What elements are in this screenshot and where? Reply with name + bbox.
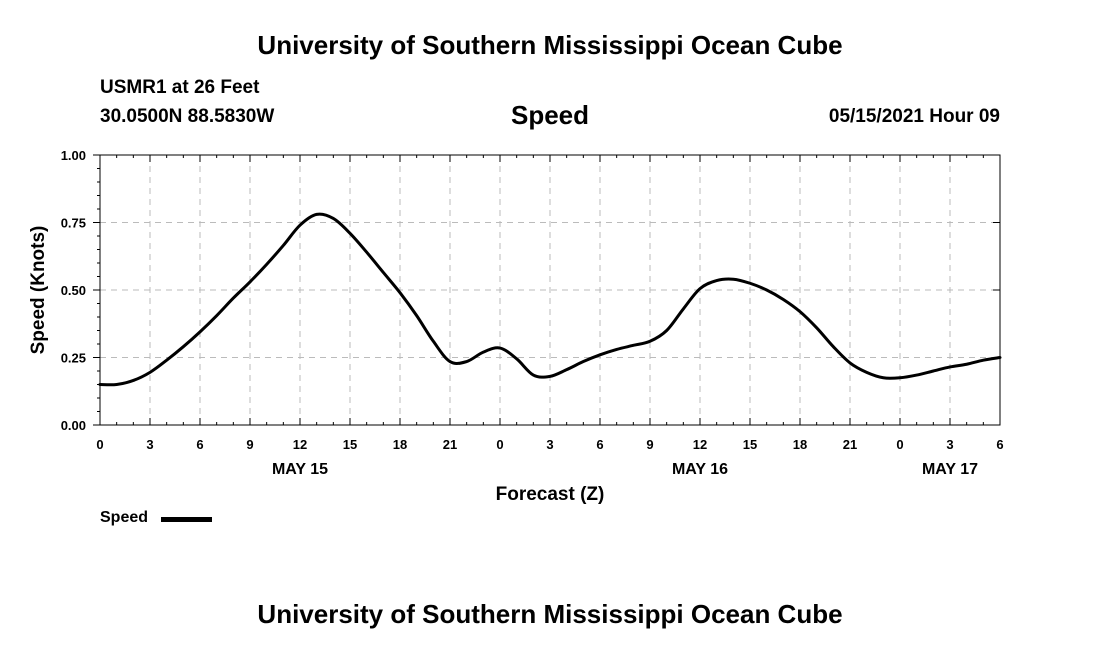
header-title: University of Southern Mississippi Ocean… xyxy=(257,30,843,60)
x-tick-label: 12 xyxy=(693,437,707,452)
y-axis-title: Speed (Knots) xyxy=(28,226,49,355)
x-tick-label: 0 xyxy=(96,437,103,452)
plot-frame xyxy=(99,154,1001,426)
coordinates-label: 30.0500N 88.5830W xyxy=(100,106,275,127)
station-label: USMR1 at 26 Feet xyxy=(100,77,260,98)
speed-series-line xyxy=(98,212,1002,387)
forecast-datetime: 05/15/2021 Hour 09 xyxy=(828,106,1000,127)
y-tick-label: 0.50 xyxy=(61,283,86,298)
x-tick-label: 3 xyxy=(946,437,953,452)
day-label: MAY 15 xyxy=(272,461,328,478)
x-tick-label: 0 xyxy=(496,437,503,452)
x-tick-label: 3 xyxy=(546,437,553,452)
x-tick-label: 3 xyxy=(146,437,153,452)
y-tick-label: 0.00 xyxy=(61,418,86,433)
y-tick-label: 1.00 xyxy=(61,148,86,163)
x-tick-label: 15 xyxy=(343,437,357,452)
x-tick-label: 21 xyxy=(843,437,857,452)
x-tick-label: 6 xyxy=(996,437,1003,452)
x-tick-label: 9 xyxy=(246,437,253,452)
x-tick-label: 6 xyxy=(596,437,603,452)
x-tick-label: 0 xyxy=(896,437,903,452)
legend-swatch xyxy=(161,517,212,522)
x-tick-label: 9 xyxy=(646,437,653,452)
x-tick-label: 18 xyxy=(393,437,407,452)
x-tick-label: 18 xyxy=(793,437,807,452)
footer-title: University of Southern Mississippi Ocean… xyxy=(257,599,843,629)
legend-label: Speed xyxy=(100,509,149,526)
series xyxy=(98,212,1002,387)
day-label: MAY 17 xyxy=(922,461,978,478)
x-tick-label: 15 xyxy=(743,437,757,452)
axis-labels: 0 3 6 9 12 15 18 21 0 3 6 9 12 15 18 21 0 3 6 0.00 0.25 0.50 0… xyxy=(61,148,1004,478)
grid xyxy=(100,155,1000,425)
x-tick-label: 21 xyxy=(443,437,457,452)
y-tick-label: 0.25 xyxy=(61,351,86,366)
day-label: MAY 16 xyxy=(672,461,728,478)
y-tick-label: 0.75 xyxy=(61,216,86,231)
x-tick-label: 6 xyxy=(196,437,203,452)
plot-title: Speed xyxy=(510,100,590,130)
x-axis-title: Forecast (Z) xyxy=(496,484,605,505)
x-tick-label: 12 xyxy=(293,437,307,452)
